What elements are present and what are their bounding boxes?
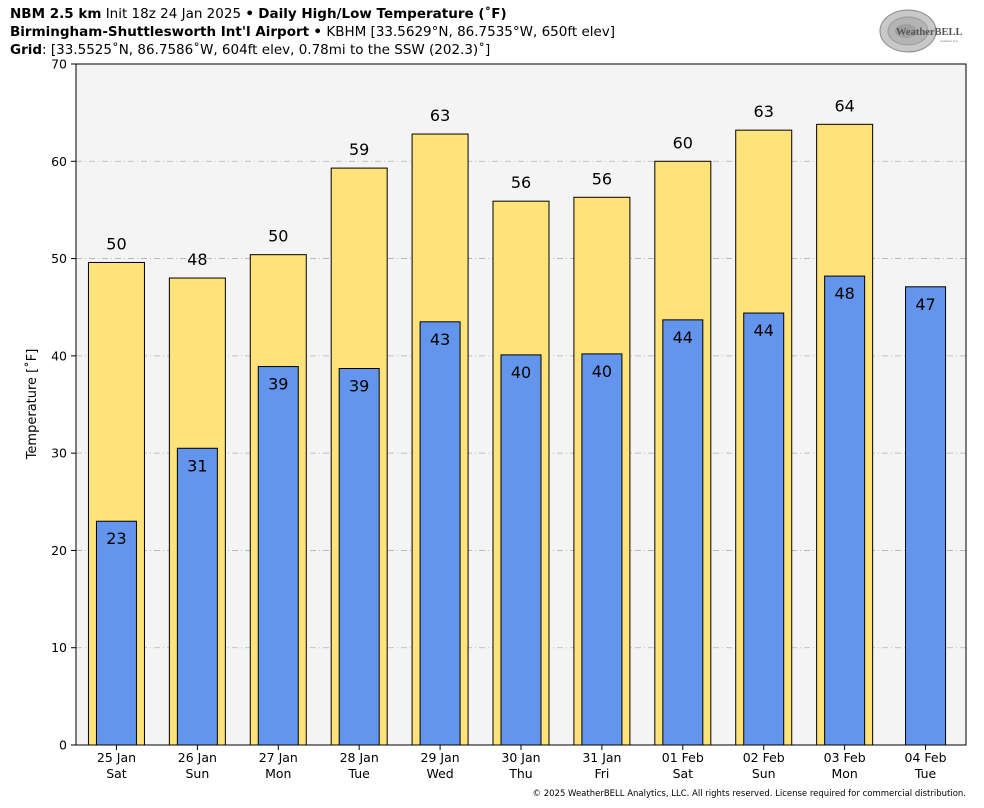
x-tick-date-label: 30 Jan xyxy=(501,750,540,765)
logo-subtext: Analytics LLC xyxy=(940,39,959,43)
x-tick-date-label: 04 Feb xyxy=(905,750,947,765)
init-time: Init 18z 24 Jan 2025 xyxy=(105,6,242,22)
x-tick-weekday-label: Mon xyxy=(831,766,857,781)
x-tick-weekday-label: Thu xyxy=(508,766,532,781)
low-temperature-bars xyxy=(95,275,947,746)
x-tick-date-label: 29 Jan xyxy=(421,750,460,765)
low-temp-label: 23 xyxy=(106,529,126,548)
chart-title-line-2: Birmingham-Shuttlesworth Int'l Airport •… xyxy=(10,23,615,41)
x-tick-date-label: 02 Feb xyxy=(743,750,785,765)
x-tick-date-label: 31 Jan xyxy=(582,750,621,765)
y-axis-ticks: 0 10 20 30 40 50 60 70 xyxy=(51,57,76,753)
x-tick-weekday-label: Sat xyxy=(673,766,694,781)
y-tick-label: 40 xyxy=(51,348,67,363)
high-temp-label: 56 xyxy=(511,173,531,192)
y-tick-label: 20 xyxy=(51,543,67,558)
low-temp-bar xyxy=(419,321,461,746)
copyright-footer: © 2025 WeatherBELL Analytics, LLC. All r… xyxy=(532,789,966,799)
x-tick-weekday-label: Tue xyxy=(348,766,371,781)
product-title: Daily High/Low Temperature (˚F) xyxy=(258,6,507,22)
weatherbell-logo: WeatherBELL Analytics LLC xyxy=(879,9,963,53)
x-tick-weekday-label: Wed xyxy=(426,766,453,781)
x-tick-date-label: 03 Feb xyxy=(824,750,866,765)
high-temp-label: 56 xyxy=(592,169,612,188)
y-tick-label: 70 xyxy=(51,57,67,72)
x-tick-date-label: 25 Jan xyxy=(97,750,136,765)
x-tick-date-label: 26 Jan xyxy=(178,750,217,765)
y-axis-label: Temperature [˚F] xyxy=(24,349,40,461)
low-temp-label: 40 xyxy=(511,363,531,382)
x-tick-weekday-label: Fri xyxy=(594,766,609,781)
x-tick-date-label: 28 Jan xyxy=(340,750,379,765)
y-tick-label: 0 xyxy=(59,738,67,753)
low-temp-label: 43 xyxy=(430,330,450,349)
high-temp-label: 50 xyxy=(268,227,288,246)
low-temp-bar xyxy=(824,275,866,746)
station-separator: • xyxy=(313,24,323,40)
x-tick-weekday-label: Mon xyxy=(265,766,291,781)
logo-swirl-inner xyxy=(895,24,917,38)
high-temp-label: 50 xyxy=(106,234,126,253)
high-temp-label: 48 xyxy=(187,250,207,269)
high-temp-label: 63 xyxy=(430,106,450,125)
low-temp-label: 40 xyxy=(592,362,612,381)
grid-details: : [33.5525˚N, 86.7586˚W, 604ft elev, 0.7… xyxy=(42,42,491,58)
x-tick-date-label: 01 Feb xyxy=(662,750,704,765)
low-temp-bar xyxy=(500,354,542,746)
low-temp-bar xyxy=(581,353,623,746)
high-temp-label: 60 xyxy=(673,133,693,152)
title-separator: • xyxy=(245,6,254,22)
y-tick-label: 50 xyxy=(51,251,67,266)
grid-label: Grid xyxy=(10,42,43,58)
x-tick-weekday-label: Tue xyxy=(914,766,937,781)
x-tick-date-label: 27 Jan xyxy=(259,750,298,765)
low-temp-bar xyxy=(95,520,137,746)
x-tick-weekday-label: Sun xyxy=(185,766,209,781)
low-temp-label: 39 xyxy=(268,375,288,394)
low-temp-label: 31 xyxy=(187,456,207,475)
y-tick-label: 10 xyxy=(51,640,67,655)
station-name: Birmingham-Shuttlesworth Int'l Airport xyxy=(10,24,310,40)
model-name: NBM 2.5 km xyxy=(10,6,102,22)
y-tick-label: 60 xyxy=(51,154,67,169)
low-temp-bar xyxy=(176,447,218,746)
chart-title-line-3: Grid: [33.5525˚N, 86.7586˚W, 604ft elev,… xyxy=(10,41,490,59)
chart-title-line-1: NBM 2.5 km Init 18z 24 Jan 2025 • Daily … xyxy=(10,5,507,23)
low-temp-bar xyxy=(743,312,785,746)
data-labels: 50 48 50 59 63 56 56 60 63 64 23 31 39 39 43 40 40 44 44 48… xyxy=(106,96,935,548)
low-temp-label: 44 xyxy=(673,328,693,347)
low-temp-bar xyxy=(905,286,947,746)
low-temp-bar xyxy=(662,319,704,746)
logo-text: WeatherBELL xyxy=(896,27,963,38)
low-temp-label: 48 xyxy=(834,284,854,303)
high-temp-label: 63 xyxy=(754,102,774,121)
station-details: KBHM [33.5629°N, 86.7535°W, 650ft elev] xyxy=(326,24,616,40)
high-temp-label: 64 xyxy=(834,96,854,115)
low-temp-label: 47 xyxy=(915,295,935,314)
x-tick-weekday-label: Sun xyxy=(752,766,776,781)
plot-frame xyxy=(75,63,967,746)
y-tick-label: 30 xyxy=(51,446,67,461)
low-temp-label: 44 xyxy=(754,321,774,340)
low-temp-bar xyxy=(338,368,380,746)
low-temp-label: 39 xyxy=(349,377,369,396)
x-tick-weekday-label: Sat xyxy=(106,766,127,781)
high-temp-label: 59 xyxy=(349,140,369,159)
low-temp-bar xyxy=(257,366,299,746)
